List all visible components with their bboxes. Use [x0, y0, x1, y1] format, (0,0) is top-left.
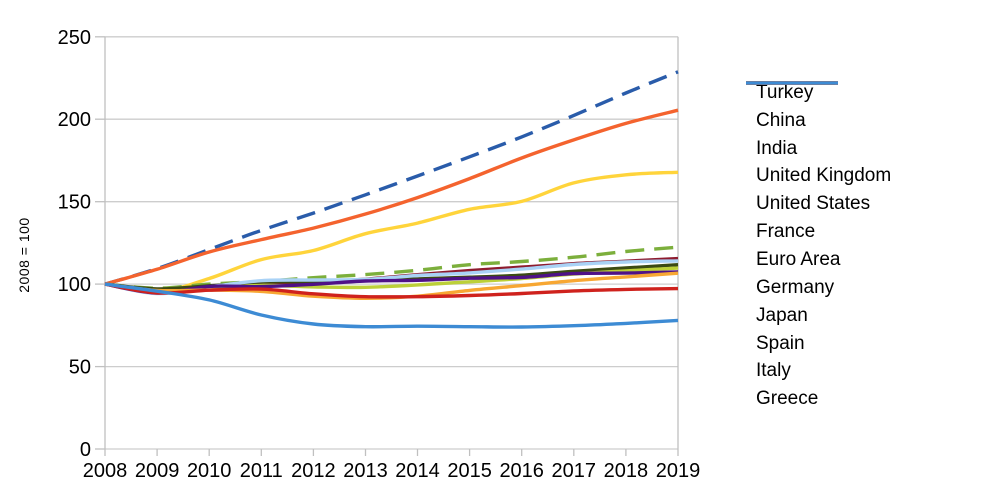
y-tick-label: 0 [80, 439, 91, 461]
x-tick-label: 2008 [83, 460, 128, 482]
legend-item: United States [746, 81, 891, 218]
y-tick-label: 200 [58, 109, 91, 131]
y-tick-label: 100 [58, 274, 91, 296]
y-tick-label: 250 [58, 27, 91, 49]
x-tick-label: 2017 [552, 460, 597, 482]
x-tick-label: 2019 [656, 460, 701, 482]
legend-item: Germany [746, 81, 891, 302]
x-tick-label: 2009 [135, 460, 180, 482]
x-tick-label: 2011 [240, 460, 283, 482]
legend-label: Italy [756, 360, 791, 382]
series-line-italy [104, 282, 679, 299]
legend-item: Japan [746, 81, 891, 330]
x-tick-label: 2012 [291, 460, 336, 482]
x-tick-label: 2010 [187, 460, 232, 482]
legend-line-swatch [746, 81, 838, 85]
series-line-china [104, 70, 679, 286]
x-tick-label: 2015 [447, 460, 492, 482]
legend-label: Spain [756, 332, 805, 354]
legend-item: Greece [746, 81, 891, 413]
y-tick-label: 50 [69, 357, 91, 379]
legend-item: France [746, 81, 891, 246]
series-line-turkey [104, 170, 679, 294]
legend-item: Euro Area [746, 81, 891, 274]
y-tick-label: 150 [58, 192, 91, 214]
chart-legend: Turkey China India United Kingdom United Sta… [746, 79, 891, 413]
series-line-japan [104, 270, 679, 295]
legend-label: Euro Area [756, 248, 841, 270]
legend-label: United Kingdom [756, 165, 892, 187]
legend-label: Greece [756, 388, 819, 410]
series-line-greece [104, 282, 679, 329]
legend-item: India [746, 81, 891, 163]
x-tick-label: 2014 [395, 460, 440, 482]
x-tick-label: 2018 [604, 460, 649, 482]
legend-item: China [746, 81, 891, 135]
y-axis-title: 2008 = 100 [16, 217, 32, 293]
x-tick-label: 2016 [499, 460, 544, 482]
legend-item: Spain [746, 81, 891, 358]
legend-label: United States [756, 193, 871, 215]
legend-label: France [756, 221, 816, 243]
legend-label: Germany [756, 276, 835, 298]
legend-label: India [756, 137, 798, 159]
legend-label: China [756, 109, 806, 131]
x-tick-label: 2013 [343, 460, 388, 482]
legend-label: Turkey [756, 81, 814, 103]
legend-label: Japan [756, 304, 808, 326]
legend-item: United Kingdom [746, 81, 892, 191]
series-line-india [104, 108, 679, 286]
legend-item: Italy [746, 81, 891, 385]
